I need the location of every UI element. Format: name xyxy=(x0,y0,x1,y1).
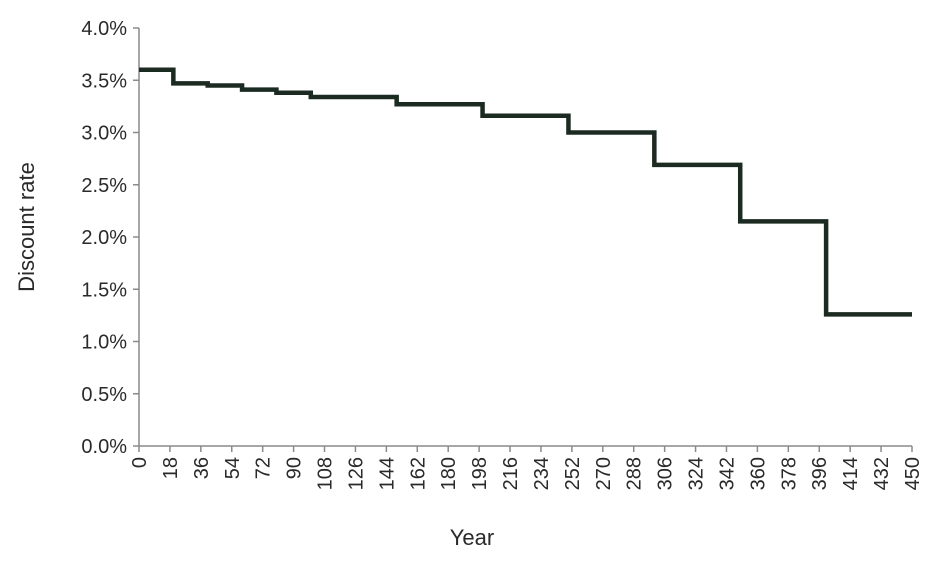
x-tick-label: 324 xyxy=(686,457,708,490)
x-tick-label: 306 xyxy=(655,457,677,490)
x-axis-ticks: 0 18 36 54 72 90 108 126 144 162 180 198 216 234 252 27… xyxy=(129,446,924,490)
x-tick-label: 180 xyxy=(438,457,460,490)
series-layer xyxy=(139,67,912,317)
x-tick-label: 342 xyxy=(716,457,738,490)
discount-rate-series-line xyxy=(139,67,912,317)
x-tick-label: 234 xyxy=(531,457,553,490)
x-tick-label: 288 xyxy=(624,457,646,490)
x-tick-label: 90 xyxy=(284,457,306,479)
y-tick-label: 1.5% xyxy=(81,279,127,301)
x-tick-label: 144 xyxy=(376,457,398,490)
x-tick-label: 252 xyxy=(562,457,584,490)
x-tick-label: 108 xyxy=(315,457,337,490)
x-tick-label: 54 xyxy=(222,457,244,479)
y-tick-label: 3.5% xyxy=(81,70,127,92)
x-tick-label: 396 xyxy=(809,457,831,490)
x-tick-label: 414 xyxy=(840,457,862,490)
x-tick-label: 0 xyxy=(129,457,151,468)
x-tick-label: 162 xyxy=(407,457,429,490)
y-tick-label: 2.5% xyxy=(81,175,127,197)
y-tick-label: 3.0% xyxy=(81,123,127,145)
x-tick-label: 378 xyxy=(778,457,800,490)
x-tick-label: 360 xyxy=(747,457,769,490)
x-tick-label: 270 xyxy=(593,457,615,490)
x-tick-label: 198 xyxy=(469,457,491,490)
y-tick-label: 1.0% xyxy=(81,332,127,354)
x-tick-label: 432 xyxy=(871,457,893,490)
x-axis-title: Year xyxy=(450,525,494,550)
x-tick-label: 126 xyxy=(345,457,367,490)
y-tick-label: 4.0% xyxy=(81,18,127,40)
y-axis-title: Discount rate xyxy=(14,162,39,292)
x-tick-label: 216 xyxy=(500,457,522,490)
y-tick-label: 0.0% xyxy=(81,436,127,458)
y-axis-ticks: 0.0% 0.5% 1.0% 1.5% 2.0% 2.5% 3.0% 3.5% 4.0% xyxy=(81,18,139,458)
x-tick-label: 450 xyxy=(902,457,924,490)
x-tick-label: 72 xyxy=(253,457,275,479)
y-tick-label: 2.0% xyxy=(81,227,127,249)
x-tick-label: 18 xyxy=(160,457,182,479)
x-tick-label: 36 xyxy=(191,457,213,479)
y-tick-label: 0.5% xyxy=(81,384,127,406)
